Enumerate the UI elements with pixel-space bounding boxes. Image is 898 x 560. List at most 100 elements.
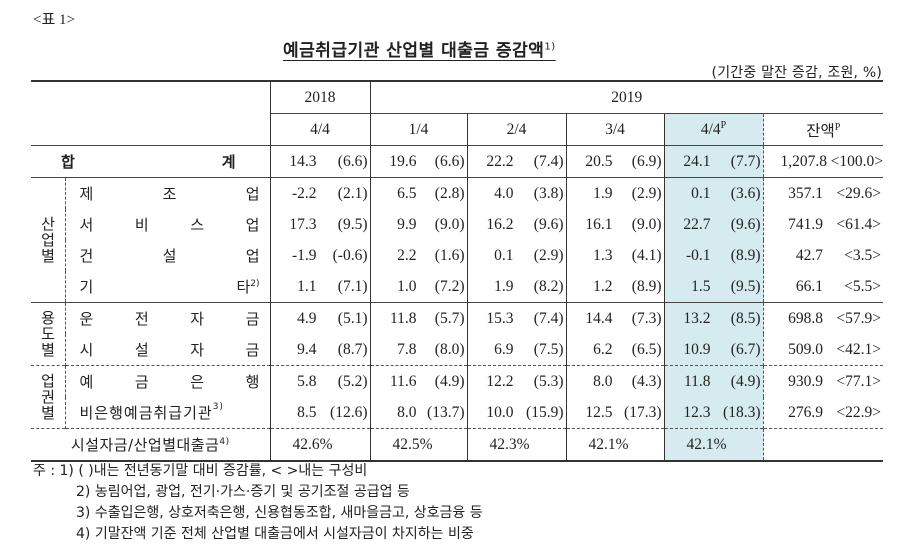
rate: (-0.6) (332, 246, 368, 264)
value: 5.8 (297, 372, 317, 390)
balance-label: 잔액 (806, 122, 835, 140)
value: 14.4 (585, 309, 613, 327)
balance-cell: 42.7 <3.5> (762, 240, 884, 271)
cell: 8.0 (13.7) (369, 397, 467, 429)
header-2019: 2019 (369, 80, 884, 114)
cell: 12.3 (18.3) (663, 397, 763, 429)
cell: 5.8 (5.2) (269, 365, 370, 397)
label-char: 자 (190, 310, 205, 328)
rate: (6.6) (337, 152, 368, 170)
footnote-prefix: 주 : (33, 463, 60, 479)
value: 9.9 (397, 215, 417, 233)
balance-cell: 276.9 <22.9> (762, 397, 884, 429)
balance: 698.8 (788, 309, 824, 327)
total-label-right: 계 (221, 153, 236, 171)
header-q-2019-1: 1/4 (369, 113, 467, 146)
label-char: 은 (190, 373, 205, 391)
rate: (12.6) (330, 403, 368, 421)
ratio-label: 시설자금/산업별대출금4) (31, 428, 270, 462)
header-q-2019-3: 3/4 (565, 113, 664, 146)
label-char: 시 (79, 341, 94, 359)
header-row-years: 2018 2019 (31, 80, 884, 146)
value: -0.1 (685, 246, 711, 264)
rate: (2.1) (337, 184, 368, 202)
share: <42.1> (836, 340, 882, 358)
cell: 7.8 (8.0) (369, 334, 467, 366)
rate: (8.2) (533, 277, 564, 295)
label-char: 설 (162, 247, 177, 265)
value: 10.0 (486, 403, 514, 421)
label-char: 건 (79, 247, 94, 265)
cell: 6.2 (6.5) (565, 334, 664, 366)
rate: (8.5) (730, 309, 761, 327)
cell: 15.3 (7.4) (466, 302, 566, 334)
table-row-ratio: 시설자금/산업별대출금4) 42.6% 42.5% 42.3% 42.1% 42… (31, 428, 884, 462)
value: 2.2 (397, 246, 417, 264)
header-q-2019-4: 4/4P (663, 113, 763, 146)
value: 17.3 (289, 215, 317, 233)
value: 7.8 (397, 340, 417, 358)
cell: 0.1 (2.9) (466, 240, 566, 271)
value: 12.2 (486, 372, 514, 390)
label-char: 운 (79, 310, 94, 328)
value: 24.1 (683, 152, 711, 170)
cell: 19.6 (6.6) (369, 145, 467, 178)
rate: (2.8) (434, 184, 465, 202)
value: 16.2 (486, 215, 514, 233)
cell: 0.1 (3.6) (663, 177, 763, 209)
cell: 22.2 (7.4) (466, 145, 566, 178)
row-label: 기 타2) (65, 271, 270, 303)
value: 4.0 (494, 184, 514, 202)
label-char: 전 (134, 310, 149, 328)
balance: 1,207.8 (780, 152, 828, 170)
cell: 13.2 (8.5) (663, 302, 763, 334)
cell: 1.2 (8.9) (565, 271, 664, 303)
rate: (9.5) (337, 215, 368, 233)
value: 12.3 (683, 403, 711, 421)
cell: 17.3 (9.5) (269, 209, 370, 240)
header-2018: 2018 (269, 80, 370, 114)
cell: -0.1 (8.9) (663, 240, 763, 271)
label-char: 설 (134, 341, 149, 359)
rate: (4.9) (730, 372, 761, 390)
q4-label: 4/4 (700, 121, 721, 139)
balance-cell: 1,207.8 <100.0> (762, 145, 884, 178)
preliminary-mark: P (720, 119, 727, 131)
rate: (8.9) (730, 246, 761, 264)
cell: 9.9 (9.0) (369, 209, 467, 240)
label-char: 스 (190, 216, 205, 234)
rate: (4.1) (631, 246, 662, 264)
label-char: 행 (245, 373, 260, 391)
label-char: 제 (79, 185, 94, 203)
ratio-cell: 42.1% (663, 428, 763, 462)
share: <61.4> (836, 215, 882, 233)
balance-cell: 66.1 <5.5> (762, 271, 884, 303)
value: 12.5 (585, 403, 613, 421)
value: 16.1 (585, 215, 613, 233)
cell: 12.5 (17.3) (565, 397, 664, 429)
cell: 12.2 (5.3) (466, 365, 566, 397)
value: 9.4 (297, 340, 317, 358)
label-char: 자 (190, 341, 205, 359)
rate: (7.4) (533, 152, 564, 170)
footnote-text: 1) ( )내는 전년동기말 대비 증감률, < >내는 구성비 (59, 463, 368, 479)
cell: 14.4 (7.3) (565, 302, 664, 334)
cell: 1.9 (8.2) (466, 271, 566, 303)
value: 11.8 (389, 309, 417, 327)
balance-cell: 509.0 <42.1> (762, 334, 884, 366)
value: 1.9 (593, 184, 613, 202)
rate: (18.3) (723, 403, 761, 421)
value: 13.2 (683, 309, 711, 327)
share: <22.9> (836, 403, 882, 421)
header-q-2019-2: 2/4 (466, 113, 566, 146)
preliminary-mark: P (834, 121, 841, 133)
value: 11.6 (389, 372, 417, 390)
cell: 1.9 (2.9) (565, 177, 664, 209)
rate: (17.3) (624, 403, 662, 421)
rate: (7.2) (434, 277, 465, 295)
label-char: 타 (236, 278, 251, 296)
